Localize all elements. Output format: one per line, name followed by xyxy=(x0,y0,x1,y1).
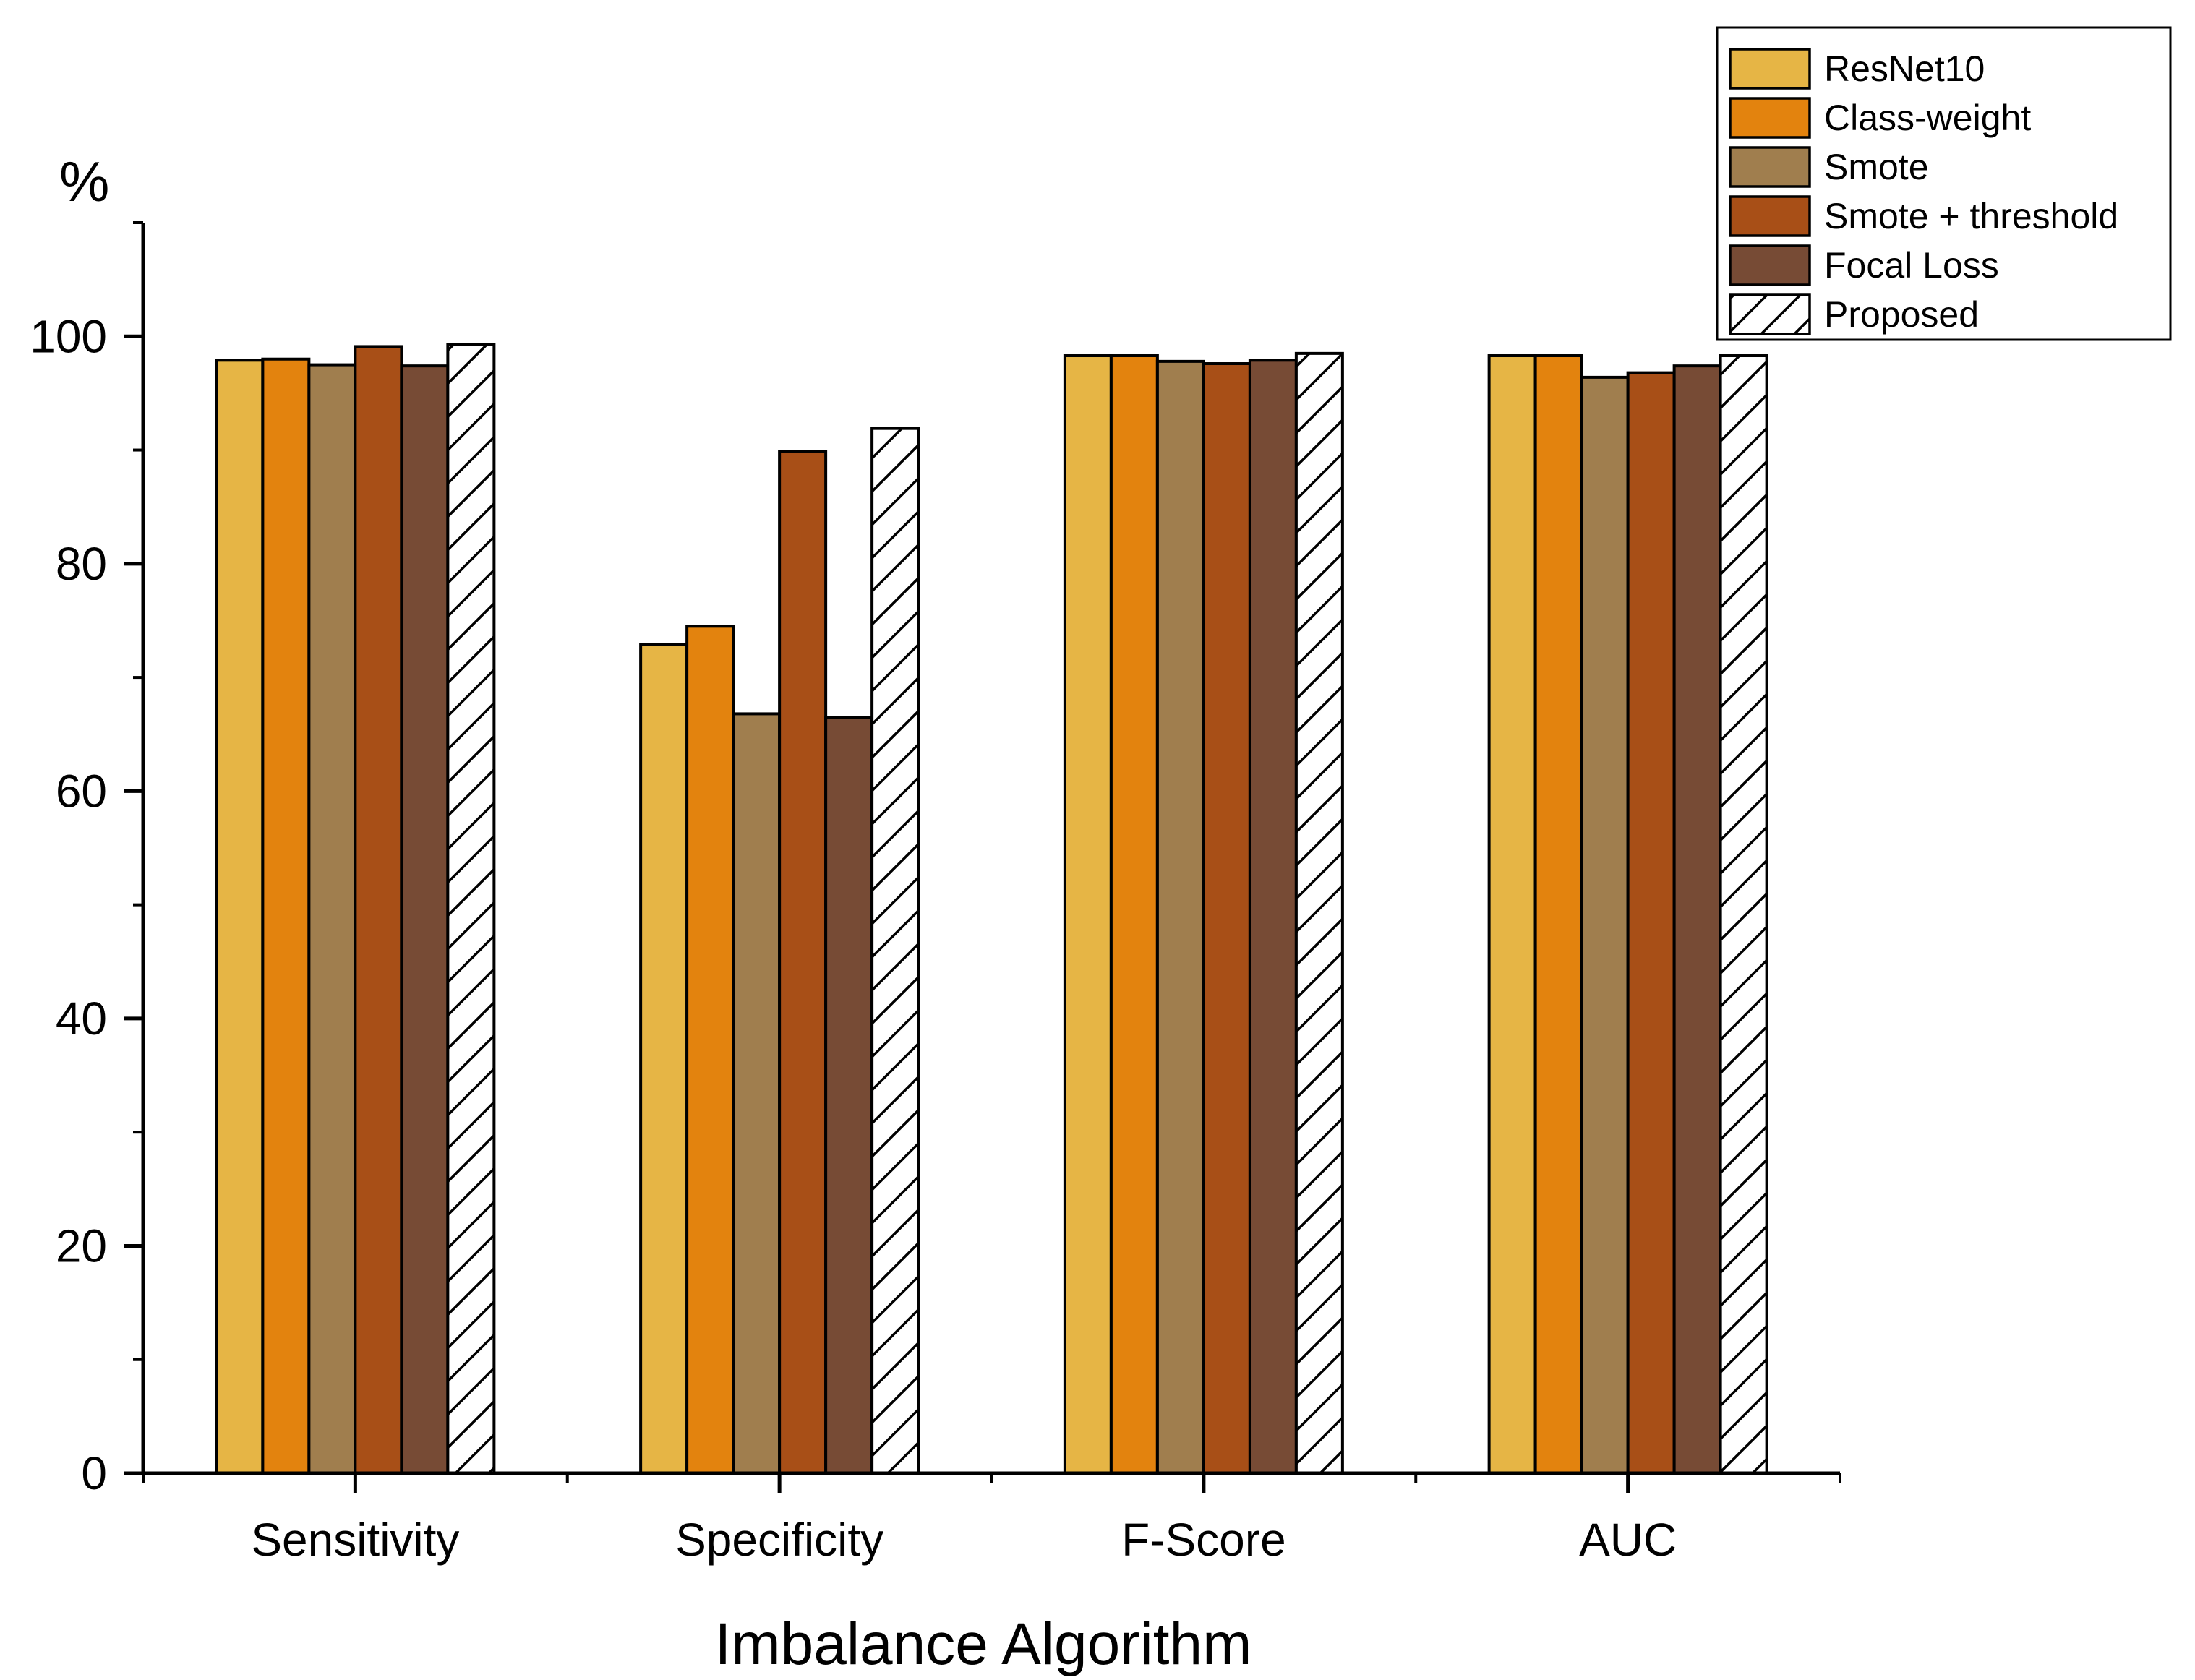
legend-swatch-proposed xyxy=(1729,293,1811,335)
legend-label-resnet10: ResNet10 xyxy=(1824,48,1985,89)
bar-smote-auc xyxy=(1580,375,1630,1475)
bar-proposed-f-score xyxy=(1294,351,1344,1475)
bar-class-weight-sensitivity xyxy=(261,357,311,1475)
bar-smote-threshold-auc xyxy=(1626,371,1676,1475)
bars-layer xyxy=(215,343,1768,1475)
legend-swatch-smote xyxy=(1729,146,1811,188)
bar-resnet10-specificity xyxy=(639,643,689,1475)
bar-proposed-auc xyxy=(1719,354,1768,1475)
y-tick-label: 40 xyxy=(56,993,107,1045)
y-tick-label: 100 xyxy=(30,310,107,362)
x-ticks: Sensitivity Specificity F-Score AUC xyxy=(142,1473,1841,1566)
y-axis-label: % xyxy=(59,150,109,213)
bar-smote-threshold-f-score xyxy=(1202,362,1251,1475)
legend-label-proposed: Proposed xyxy=(1824,294,1979,335)
y-tick-label: 0 xyxy=(81,1447,107,1499)
y-tick-label: 20 xyxy=(56,1220,107,1272)
bar-proposed-specificity xyxy=(870,427,920,1475)
bar-focal-loss-sensitivity xyxy=(400,364,450,1475)
y-ticks: 0 20 40 60 80 100 xyxy=(30,221,143,1499)
bar-focal-loss-auc xyxy=(1672,364,1722,1475)
bar-focal-loss-specificity xyxy=(824,716,874,1475)
legend-label-smote: Smote xyxy=(1824,147,1929,187)
x-axis-label: Imbalance Algorithm xyxy=(715,1611,1252,1677)
legend-swatch-smote-threshold xyxy=(1729,195,1811,237)
legend-label-class-weight: Class-weight xyxy=(1824,98,2031,138)
bar-resnet10-f-score xyxy=(1063,354,1113,1475)
y-tick-label: 60 xyxy=(56,765,107,817)
x-tick-label-f-score: F-Score xyxy=(1121,1514,1286,1566)
bar-proposed-sensitivity xyxy=(446,343,496,1475)
bar-class-weight-specificity xyxy=(685,625,735,1475)
x-tick-label-auc: AUC xyxy=(1579,1514,1677,1566)
y-tick-label: 80 xyxy=(56,538,107,590)
legend-label-smote-threshold: Smote + threshold xyxy=(1824,196,2118,236)
bar-smote-specificity xyxy=(732,712,782,1475)
legend-label-focal-loss: Focal Loss xyxy=(1824,245,1999,286)
bar-class-weight-f-score xyxy=(1109,354,1159,1475)
legend-swatch-class-weight xyxy=(1729,97,1811,139)
bar-smote-sensitivity xyxy=(307,363,357,1475)
bar-smote-threshold-sensitivity xyxy=(354,345,403,1475)
legend-swatch-resnet10 xyxy=(1729,48,1811,90)
x-tick-label-specificity: Specificity xyxy=(675,1514,883,1566)
legend-items: ResNet10 Class-weight Smote Smote + thresho… xyxy=(1729,48,2118,335)
bar-smote-threshold-specificity xyxy=(778,450,828,1475)
legend: ResNet10 Class-weight Smote Smote + thresho… xyxy=(1716,26,2172,341)
bar-resnet10-sensitivity xyxy=(215,359,265,1475)
bar-resnet10-auc xyxy=(1487,354,1537,1475)
bar-smote-f-score xyxy=(1155,359,1205,1475)
bar-class-weight-auc xyxy=(1533,354,1583,1475)
legend-swatch-focal-loss xyxy=(1729,244,1811,286)
bar-focal-loss-f-score xyxy=(1248,359,1298,1475)
x-tick-label-sensitivity: Sensitivity xyxy=(251,1514,459,1566)
